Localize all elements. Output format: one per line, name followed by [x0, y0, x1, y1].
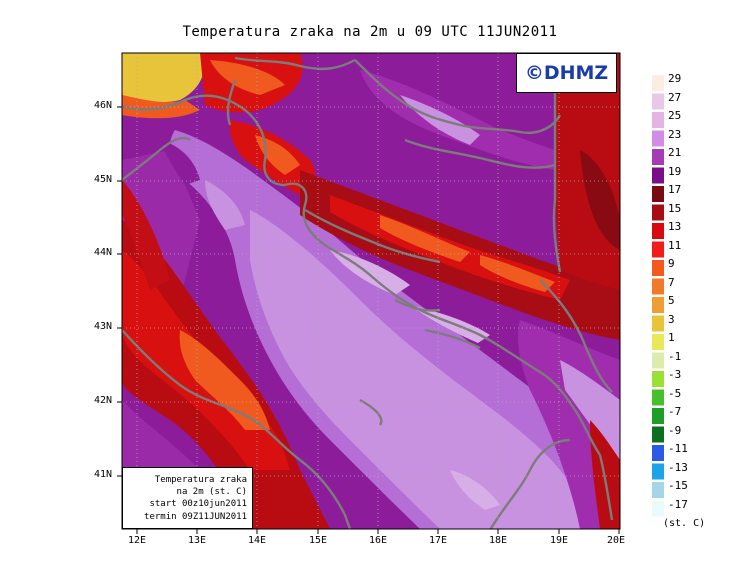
legend-swatch: [652, 278, 664, 295]
coastline-lines: [122, 53, 614, 529]
legend-label: 13: [668, 220, 682, 233]
lat-label-44n: 44N: [94, 247, 113, 258]
legend-label: 9: [668, 257, 675, 270]
legend-label: 25: [668, 109, 682, 122]
axis-ticks: [117, 106, 620, 534]
legend-swatch: [652, 315, 664, 332]
legend-label: -9: [668, 423, 682, 437]
legend-swatch: [652, 408, 664, 424]
lat-label-45n: 45N: [94, 174, 113, 185]
map-title: Temperatura zraka na 2m u 09 UTC 11JUN20…: [182, 24, 558, 40]
legend-swatch: [652, 463, 664, 480]
lon-label-13e: 13E: [188, 535, 207, 546]
legend-swatch: [652, 371, 664, 387]
legend-swatch: [652, 352, 664, 369]
legend-label: 3: [668, 312, 675, 326]
lon-label-14e: 14E: [248, 535, 267, 546]
lon-label-12e: 12E: [128, 535, 147, 546]
lat-label-41n: 41N: [94, 469, 113, 480]
legend-swatch: [652, 223, 664, 239]
lon-label-19e: 19E: [550, 535, 569, 546]
legend-label: -1: [668, 349, 682, 363]
copyright-label: ©DHMZ: [516, 53, 617, 93]
legend-swatch: [652, 500, 664, 517]
legend-swatch: [652, 482, 664, 498]
legend-swatch: [652, 75, 664, 91]
lat-label-43n: 43N: [94, 321, 113, 332]
map-frame: [121, 52, 621, 530]
legend-label: -7: [668, 405, 682, 418]
lon-label-16e: 16E: [369, 535, 388, 546]
legend-swatch: [652, 130, 664, 147]
legend-label: 27: [668, 90, 682, 104]
legend-swatch: [652, 149, 664, 165]
legend-label: 15: [668, 201, 682, 215]
legend-colorbar: [652, 75, 664, 517]
legend-swatch: [652, 93, 664, 110]
lon-label-15e: 15E: [309, 535, 328, 546]
legend-swatch: [652, 426, 664, 443]
lon-label-18e: 18E: [489, 535, 508, 546]
lon-label-17e: 17E: [429, 535, 448, 546]
legend-label: 1: [668, 331, 675, 344]
lat-label-46n: 46N: [94, 100, 113, 111]
legend-label: -13: [668, 460, 688, 474]
lat-label-42n: 42N: [94, 395, 113, 406]
legend-label: 19: [668, 164, 682, 178]
graticule: [122, 53, 620, 529]
legend-swatch: [652, 167, 664, 184]
legend-swatch: [652, 112, 664, 128]
legend-label: -17: [668, 497, 688, 511]
legend-label: 23: [668, 127, 682, 141]
info-line-2: na 2m (st. C): [176, 487, 247, 498]
legend-label: 7: [668, 275, 675, 289]
lon-label-20e: 20E: [607, 535, 626, 546]
legend-label: 11: [668, 238, 682, 252]
legend-swatch: [652, 297, 664, 313]
info-line-1: Temperatura zraka: [154, 475, 247, 485]
legend-swatch: [652, 389, 664, 406]
legend-label: 5: [668, 294, 675, 307]
legend-swatch: [652, 204, 664, 221]
info-box: Temperatura zraka na 2m (st. C) start 00…: [122, 467, 253, 529]
legend-label: 17: [668, 183, 682, 196]
legend-label: -5: [668, 386, 682, 400]
legend-label: 29: [668, 72, 682, 85]
legend-units: (st. C): [663, 518, 706, 529]
legend-swatch: [652, 260, 664, 276]
legend-swatch: [652, 334, 664, 350]
legend-label: -15: [668, 479, 688, 492]
info-line-3: start 00z10jun2011: [149, 499, 247, 510]
legend-label: 21: [668, 146, 682, 159]
legend-swatch: [652, 241, 664, 258]
legend-swatch: [652, 186, 664, 202]
legend-label: -11: [668, 442, 688, 455]
legend-label: -3: [668, 368, 682, 381]
info-line-4: termin 09Z11JUN2011: [144, 511, 247, 522]
legend-swatch: [652, 445, 664, 461]
